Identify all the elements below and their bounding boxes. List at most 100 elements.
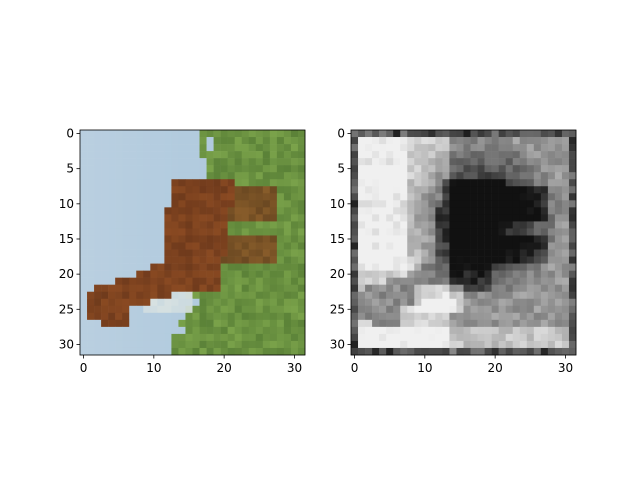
pixel bbox=[136, 284, 144, 293]
pixel bbox=[561, 137, 570, 145]
pixel bbox=[94, 249, 102, 257]
pixel bbox=[164, 326, 172, 335]
pixel bbox=[449, 200, 457, 208]
pixel bbox=[290, 207, 299, 215]
pixel bbox=[206, 305, 214, 314]
pixel bbox=[157, 172, 165, 180]
pixel bbox=[372, 137, 380, 145]
pixel bbox=[129, 347, 137, 356]
pixel bbox=[386, 326, 394, 335]
pixel bbox=[491, 221, 499, 229]
pixel bbox=[470, 179, 478, 187]
pixel bbox=[185, 207, 193, 215]
pixel bbox=[365, 144, 373, 152]
pixel bbox=[290, 214, 299, 222]
pixel bbox=[477, 137, 485, 145]
pixel bbox=[421, 242, 429, 250]
pixel bbox=[554, 144, 563, 152]
pixel bbox=[206, 179, 214, 187]
pixel bbox=[192, 207, 200, 215]
pixel bbox=[519, 235, 528, 243]
pixel bbox=[512, 158, 521, 166]
pixel bbox=[122, 305, 130, 314]
pixel bbox=[540, 186, 549, 194]
pixel bbox=[561, 200, 570, 208]
pixel bbox=[547, 270, 556, 278]
pixel bbox=[568, 242, 577, 250]
pixel bbox=[171, 144, 179, 152]
pixel bbox=[115, 326, 123, 335]
pixel bbox=[505, 221, 514, 229]
pixel bbox=[393, 228, 401, 236]
pixel bbox=[372, 305, 380, 314]
pixel bbox=[276, 284, 285, 293]
pixel bbox=[540, 200, 549, 208]
x-tick-label: 10 bbox=[146, 361, 161, 375]
pixel bbox=[87, 130, 95, 138]
pixel bbox=[178, 284, 186, 293]
pixel bbox=[477, 158, 485, 166]
pixel bbox=[283, 347, 292, 356]
pixel bbox=[435, 256, 443, 264]
pixel bbox=[561, 270, 570, 278]
pixel bbox=[421, 137, 429, 145]
pixel bbox=[297, 207, 306, 215]
pixel bbox=[283, 151, 292, 159]
pixel bbox=[568, 263, 577, 271]
pixel bbox=[449, 228, 457, 236]
pixel bbox=[435, 158, 443, 166]
pixel bbox=[227, 333, 235, 342]
pixel bbox=[554, 158, 563, 166]
pixel bbox=[206, 200, 214, 208]
pixel bbox=[136, 242, 144, 250]
pixel bbox=[463, 277, 471, 285]
pixel bbox=[115, 333, 123, 342]
pixel bbox=[297, 214, 306, 222]
pixel bbox=[526, 340, 535, 349]
pixel bbox=[94, 130, 102, 138]
pixel bbox=[262, 179, 271, 187]
pixel bbox=[290, 172, 299, 180]
pixel bbox=[372, 256, 380, 264]
pixel bbox=[519, 326, 528, 335]
pixel bbox=[262, 144, 271, 152]
pixel bbox=[178, 249, 186, 257]
pixel bbox=[386, 144, 394, 152]
pixel bbox=[171, 326, 179, 335]
pixel bbox=[143, 144, 151, 152]
pixel bbox=[101, 130, 109, 138]
pixel bbox=[421, 305, 429, 314]
pixel bbox=[540, 165, 549, 173]
pixel bbox=[463, 172, 471, 180]
pixel bbox=[164, 249, 172, 257]
pixel bbox=[407, 242, 415, 250]
pixel bbox=[136, 249, 144, 257]
pixel bbox=[519, 193, 528, 201]
pixel bbox=[358, 249, 366, 257]
pixel bbox=[241, 291, 250, 300]
pixel bbox=[143, 228, 151, 236]
pixel bbox=[255, 326, 264, 335]
pixel bbox=[407, 340, 415, 349]
pixel bbox=[386, 263, 394, 271]
pixel bbox=[547, 158, 556, 166]
pixel bbox=[115, 291, 123, 300]
pixel bbox=[428, 193, 436, 201]
pixel bbox=[526, 186, 535, 194]
pixel bbox=[262, 228, 271, 236]
pixel bbox=[136, 165, 144, 173]
pixel bbox=[80, 333, 88, 342]
pixel bbox=[498, 242, 506, 250]
pixel bbox=[435, 235, 443, 243]
pixel bbox=[206, 340, 214, 349]
pixel bbox=[269, 312, 278, 321]
pixel bbox=[519, 347, 528, 356]
pixel bbox=[199, 158, 207, 166]
pixel bbox=[414, 340, 422, 349]
pixel bbox=[449, 340, 457, 349]
pixel bbox=[255, 179, 264, 187]
pixel bbox=[171, 312, 179, 321]
pixel bbox=[526, 284, 535, 293]
pixel bbox=[463, 235, 471, 243]
pixel bbox=[456, 130, 464, 138]
